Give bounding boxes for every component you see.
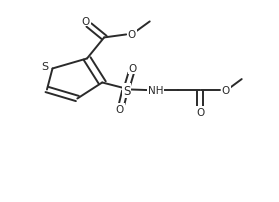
Text: NH: NH — [148, 86, 163, 96]
Text: S: S — [41, 62, 48, 72]
Text: O: O — [196, 108, 205, 118]
Text: O: O — [129, 64, 137, 74]
Text: O: O — [81, 17, 90, 26]
Text: S: S — [123, 85, 130, 98]
Text: O: O — [116, 104, 124, 114]
Text: O: O — [222, 86, 230, 96]
Text: O: O — [128, 29, 136, 39]
